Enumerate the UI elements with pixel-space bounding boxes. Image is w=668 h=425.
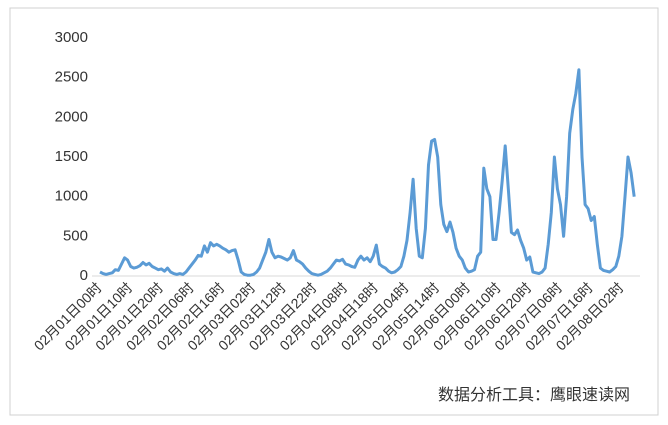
y-tick-label: 1500 (55, 148, 88, 165)
annotation: 数据分析工具：鹰眼速读网 (438, 386, 630, 404)
y-tick-label: 2500 (55, 69, 88, 86)
y-tick-label: 500 (63, 227, 88, 244)
y-tick-label: 0 (80, 267, 88, 284)
y-tick-label: 2000 (55, 108, 88, 125)
y-tick-label: 3000 (55, 29, 88, 46)
data-line (99, 68, 636, 277)
y-tick-label: 1000 (55, 188, 88, 205)
